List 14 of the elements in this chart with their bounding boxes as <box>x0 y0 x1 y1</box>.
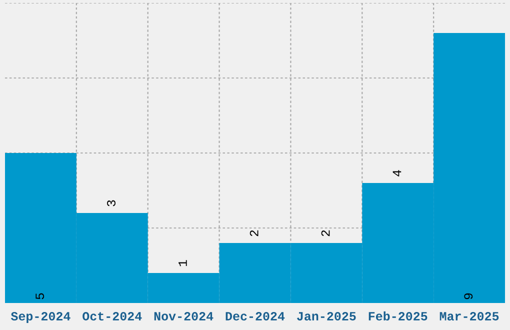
data-label: 2 <box>250 230 258 236</box>
data-label: 2 <box>321 230 330 236</box>
data-label: 9 <box>464 293 473 300</box>
data-label: 1 <box>178 260 187 266</box>
x-tick-label: Jan-2025 <box>297 312 356 321</box>
x-tick-label: Mar-2025 <box>440 312 499 321</box>
x-tick-label: Dec-2024 <box>226 312 285 321</box>
x-tick-label: Feb-2025 <box>368 311 428 321</box>
x-tick-label: Oct-2024 <box>82 312 142 321</box>
x-tick-label: Nov-2024 <box>154 312 214 321</box>
x-tick-label: Sep-2024 <box>10 312 70 323</box>
data-label: 5 <box>36 293 44 300</box>
data-label: 3 <box>107 200 116 206</box>
data-label: 4 <box>392 170 402 176</box>
